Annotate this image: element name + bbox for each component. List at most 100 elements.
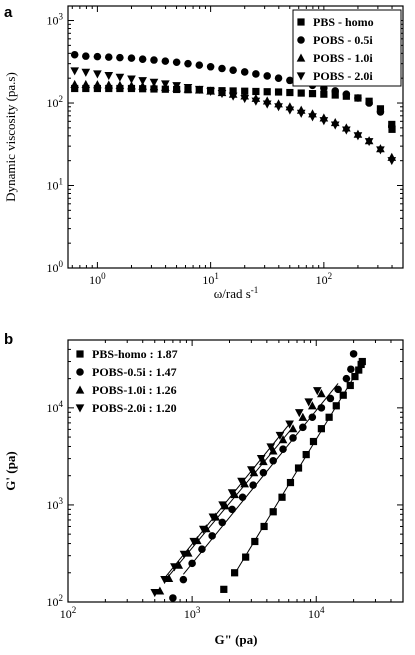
- panel-b-pbs-homo-1-87-point-8: [294, 464, 303, 472]
- panel-a-pobs-0-5i-point-27: [376, 108, 385, 116]
- panel-a-pobs-0-5i-point-19: [286, 76, 294, 85]
- panel-b-pobs-1-0i-1-26-point-0: [155, 586, 165, 595]
- panel-b-series-pobs-1-0i-1-26: [155, 389, 326, 595]
- panel-a-series-pobs-0-5i: [70, 50, 396, 131]
- panel-b-pbs-homo-1-87-point-13: [332, 402, 340, 410]
- panel-b-pobs-2-0i-1-20-point-9: [237, 477, 246, 486]
- panel-a-pobs-2-0i-point-6: [138, 77, 147, 86]
- panel-a-pobs-2-0i-point-24: [342, 126, 351, 135]
- panel-b-pbs-homo-1-87-point-9: [302, 450, 310, 459]
- panel-a-y-tick-label: 103: [47, 12, 64, 28]
- panel-b-legend-label-pobs-2-0i-1-20: POBS-2.0i : 1.20: [92, 401, 177, 415]
- panel-b-legend-marker-pbs-homo-1-87: [76, 350, 84, 358]
- panel-b-pobs-2-0i-1-20-point-15: [294, 409, 304, 418]
- panel-a-tick-labels: 100 101 102 100 101 102 103: [47, 12, 333, 287]
- panel-b-pobs-2-0i-1-20-point-12: [266, 443, 276, 452]
- panel-b-pbs-homo-1-87-point-6: [278, 493, 286, 501]
- panel-a-pobs-2-0i-point-8: [161, 80, 170, 89]
- panel-b-pobs-0-5i-1-47-point-13: [299, 423, 307, 432]
- panel-b-pobs-0-5i-1-47-point-4: [208, 532, 216, 540]
- panel-a-pobs-2-0i-point-2: [93, 70, 102, 79]
- panel-a-pobs-0-5i-point-17: [263, 72, 271, 80]
- panel-a-pobs-2-0i-point-10: [183, 83, 193, 93]
- panel-a-pobs-0-5i-point-8: [161, 57, 170, 65]
- panel-a-pobs-0-5i-point-5: [127, 54, 136, 62]
- panel-a-pobs-0-5i-point-12: [206, 62, 215, 71]
- panel-a-pobs-2-0i-point-15: [240, 95, 250, 104]
- panel-b-pobs-0-5i-1-47-point-18: [342, 374, 351, 383]
- panel-b-pobs-0-5i-1-47-point-9: [259, 468, 268, 477]
- panel-a-pobs-0-5i-point-26: [365, 99, 373, 107]
- panel-a-legend-label-pbs-homo: PBS - homo: [313, 15, 374, 29]
- panel-b-pobs-2-0i-1-20-point-0: [150, 588, 160, 598]
- panel-b-pbs-homo-1-87-point-5: [269, 508, 277, 516]
- panel-b-pobs-1-0i-1-26-point-14: [288, 424, 298, 433]
- panel-b-fit-lines: [164, 375, 356, 579]
- panel-a-pobs-1-0i-point-1: [81, 79, 91, 89]
- panel-a-pobs-2-0i-point-3: [104, 71, 114, 81]
- panel-a-pobs-2-0i-point-0: [70, 67, 79, 76]
- panel-b-x-axis-label: G" (pa): [215, 632, 258, 647]
- panel-a-plot-frame: [67, 5, 404, 269]
- panel-b-y-tick-label: 103: [47, 496, 64, 512]
- panel-a-pbs-homo-point-21: [308, 90, 317, 98]
- panel-a-pobs-0-5i-point-15: [240, 68, 249, 76]
- panel-b-legend-label-pobs-0-5i-1-47: POBS-0.5i : 1.47: [92, 365, 177, 379]
- panel-a-pobs-2-0i-point-18: [274, 103, 283, 112]
- panel-a-pobs-2-0i-point-27: [376, 146, 385, 155]
- panel-a-pbs-homo-point-0: [71, 84, 79, 93]
- panel-b-plot-frame: [67, 339, 404, 603]
- panel-a-pobs-1-0i-point-2: [93, 80, 102, 89]
- panel-b-pobs-2-0i-1-20-point-1: [160, 576, 169, 585]
- panel-a-pbs-homo-point-2: [93, 84, 101, 93]
- panel-a-pobs-2-0i-point-17: [262, 100, 272, 109]
- panel-a-marks: [70, 50, 397, 166]
- panel-a-pobs-0-5i-point-11: [195, 61, 204, 69]
- panel-b-pbs-homo-1-87-point-14: [339, 391, 347, 399]
- panel-b-legend-label-pobs-1-0i-1-26: POBS-1.0i : 1.26: [92, 383, 177, 397]
- panel-b-pobs-0-5i-1-47-point-0: [169, 594, 177, 602]
- panel-b-pobs-2-0i-1-20-point-11: [256, 455, 266, 464]
- panel-b-pbs-homo-1-87-point-4: [260, 522, 268, 531]
- panel-b-pbs-homo-1-87-point-0: [220, 585, 228, 593]
- panel-b-pobs-0-5i-1-47-point-16: [326, 394, 335, 403]
- panel-a-pobs-1-0i-point-0: [70, 79, 79, 89]
- panel-a-pobs-0-5i-point-16: [252, 70, 260, 78]
- panel-b-pobs-1-0i-1-26-point-13: [278, 435, 288, 444]
- panel-b-pobs-2-0i-1-20-point-16: [304, 398, 314, 407]
- panel-b-pbs-homo-1-87-point-11: [317, 425, 325, 433]
- panel-b-letter: b: [4, 331, 13, 348]
- panel-b-x-tick-label: 102: [60, 605, 77, 621]
- panel-a-pobs-0-5i-point-28: [388, 122, 396, 131]
- panel-a: a 100 101 102 100 101 102 103 PBS - homo POBS -…: [3, 4, 404, 301]
- panel-a-pobs-1-0i-point-3: [104, 80, 114, 89]
- panel-b-fit-line-pobs-0-5i-1-47: [182, 383, 339, 575]
- panel-a-legend-label-pobs-1-0i: POBS - 1.0i: [313, 51, 373, 65]
- panel-a-pobs-2-0i-point-4: [115, 73, 125, 82]
- panel-b-pobs-1-0i-1-26-point-15: [298, 412, 308, 421]
- panel-a-y-tick-label: 100: [47, 259, 64, 275]
- panel-a-pobs-2-0i-point-1: [81, 68, 91, 77]
- panel-b-x-tick-label: 104: [308, 605, 325, 621]
- panel-a-y-tick-label: 102: [47, 94, 64, 110]
- panel-a-pobs-0-5i-point-2: [93, 52, 102, 61]
- panel-b-pobs-0-5i-1-47-point-17: [334, 385, 342, 394]
- panel-a-pobs-2-0i-point-23: [330, 121, 340, 130]
- panel-b-pbs-homo-1-87-point-2: [242, 553, 250, 561]
- panel-a-pbs-homo-point-1: [82, 84, 90, 93]
- panel-b-y-tick-label: 104: [47, 399, 64, 415]
- panel-b-pobs-0-5i-1-47-point-14: [308, 413, 317, 422]
- panel-a-pobs-2-0i-point-28: [387, 157, 397, 166]
- panel-b-legend-label-pbs-homo-1-87: PBS-homo : 1.87: [92, 347, 178, 361]
- panel-a-pobs-2-0i-point-25: [353, 132, 363, 141]
- panel-a-pobs-0-5i-point-9: [172, 58, 181, 67]
- panel-b-pobs-1-0i-1-26-point-11: [259, 457, 268, 466]
- panel-a-pobs-2-0i-point-7: [149, 78, 159, 87]
- panel-b-pbs-homo-1-87-point-3: [251, 537, 259, 546]
- panel-a-legend-marker-pobs-2-0i: [296, 72, 306, 81]
- panel-b-pobs-2-0i-1-20-point-8: [227, 489, 237, 498]
- panel-a-pobs-2-0i-point-11: [194, 85, 204, 94]
- panel-b-pobs-0-5i-1-47-point-2: [188, 559, 196, 568]
- panel-b-pobs-1-0i-1-26-point-17: [317, 389, 326, 398]
